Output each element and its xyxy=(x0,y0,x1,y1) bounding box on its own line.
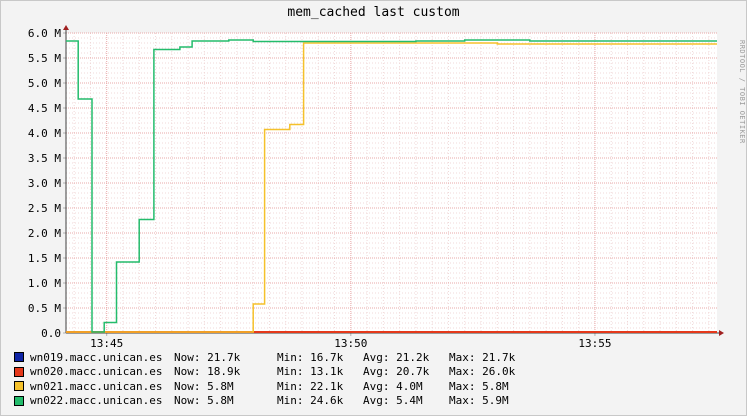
y-tick-label: 3.5 M xyxy=(28,152,61,165)
legend-min: 22.1k xyxy=(310,379,344,393)
legend-now: 5.8M xyxy=(207,379,234,393)
legend-max: 26.0k xyxy=(482,365,516,379)
legend-row-wn022: wn022.macc.unican.es Now: 5.8M Min: 24.6k A… xyxy=(14,394,515,409)
y-tick-label: 5.0 M xyxy=(28,77,61,90)
y-tick-label: 6.0 M xyxy=(28,27,61,40)
legend-max: 5.8M xyxy=(482,379,509,393)
legend-now: 18.9k xyxy=(207,365,241,379)
legend-avg: 20.7k xyxy=(396,365,430,379)
legend-row-wn021: wn021.macc.unican.es Now: 5.8M Min: 22.1k A… xyxy=(14,379,515,394)
plot-background xyxy=(66,33,717,333)
y-tick-label: 1.0 M xyxy=(28,277,61,290)
y-tick-label: 3.0 M xyxy=(28,177,61,190)
x-tick-label: 13:45 xyxy=(90,337,123,350)
y-tick-label: 4.0 M xyxy=(28,127,61,140)
y-tick-label: 0.0 xyxy=(41,327,61,340)
legend-host: wn022.macc.unican.es xyxy=(30,394,163,408)
legend-host: wn020.macc.unican.es xyxy=(30,365,163,379)
legend-min: 13.1k xyxy=(310,365,344,379)
y-tick-label: 4.5 M xyxy=(28,102,61,115)
x-tick-label: 13:55 xyxy=(578,337,611,350)
legend-now: 21.7k xyxy=(207,350,241,364)
y-tick-label: 2.0 M xyxy=(28,227,61,240)
x-axis-arrow xyxy=(719,330,724,336)
legend-now: 5.8M xyxy=(207,394,234,408)
grid-lines xyxy=(63,32,717,336)
legend-avg: 21.2k xyxy=(396,350,430,364)
legend-swatch xyxy=(14,395,24,406)
y-tick-label: 1.5 M xyxy=(28,252,61,265)
y-tick-label: 5.5 M xyxy=(28,52,61,65)
series-line-wn022 xyxy=(66,39,717,333)
legend: wn019.macc.unican.es Now: 21.7k Min: 16.7k… xyxy=(14,350,515,408)
legend-host: wn019.macc.unican.es xyxy=(30,350,163,364)
legend-swatch xyxy=(14,381,24,392)
chart-title: mem_cached last custom xyxy=(287,5,460,20)
series-lines xyxy=(66,39,717,333)
y-tick-label: 2.5 M xyxy=(28,202,61,215)
legend-avg: 4.0M xyxy=(396,379,423,393)
legend-swatch xyxy=(14,366,24,377)
legend-avg: 5.4M xyxy=(396,394,423,408)
x-axis-labels: 13:45 13:50 13:55 xyxy=(90,337,611,350)
legend-max: 21.7k xyxy=(482,350,516,364)
legend-min: 24.6k xyxy=(310,394,344,408)
legend-row-wn020: wn020.macc.unican.es Now: 18.9k Min: 13.1k… xyxy=(14,365,515,380)
y-tick-label: 0.5 M xyxy=(28,302,61,315)
legend-min: 16.7k xyxy=(310,350,344,364)
y-axis-arrow xyxy=(63,25,69,30)
rrdtool-watermark: RRDTOOL / TOBI OETIKER xyxy=(738,40,746,144)
legend-host: wn021.macc.unican.es xyxy=(30,379,163,393)
legend-swatch xyxy=(14,352,24,363)
legend-row-wn019: wn019.macc.unican.es Now: 21.7k Min: 16.7k… xyxy=(14,350,515,365)
series-line-wn021 xyxy=(66,42,717,333)
legend-max: 5.9M xyxy=(482,394,509,408)
x-tick-label: 13:50 xyxy=(334,337,367,350)
y-axis-labels: 0.0 0.5 M 1.0 M 1.5 M 2.0 M 2.5 M 3.0 M 3.5 M 4.… xyxy=(28,27,61,340)
